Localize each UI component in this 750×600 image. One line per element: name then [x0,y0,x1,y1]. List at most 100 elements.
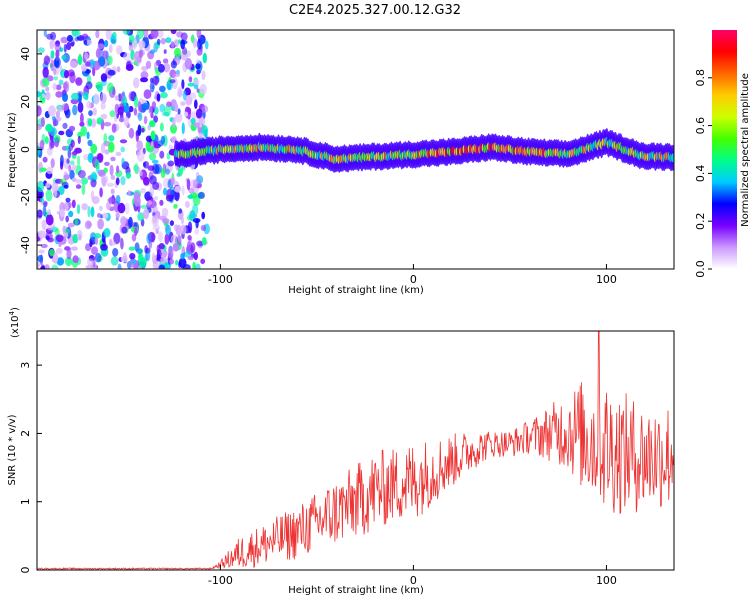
heatmap-noise-cell [122,30,131,36]
heatmap-noise-cell [187,194,194,199]
heatmap-noise-cell [63,174,70,180]
heatmap-noise-cell [151,101,157,109]
heatmap-noise-cell [201,237,207,246]
heatmap-noise-cell [152,181,160,190]
heatmap-noise-cell [87,139,93,147]
heatmap-noise-cell [100,174,109,185]
snr-y-tick-label: 0 [19,567,32,574]
heatmap-noise-cell [50,158,55,169]
heatmap-noise-cell [163,49,167,54]
heatmap-noise-cell [163,62,171,73]
heatmap-noise-cell [136,150,145,162]
heatmap-noise-cell [153,115,159,123]
heatmap-noise-cell [128,246,136,251]
snr-x-label: Height of straight line (km) [288,585,424,596]
heatmap-noise-cell [159,150,165,159]
heatmap-noise-cell [153,77,159,86]
heatmap-noise-cell [49,39,56,48]
heatmap-noise-cell [193,251,198,261]
heatmap-noise-cell [140,77,148,83]
heatmap-noise-cell [199,36,205,45]
heatmap-noise-cell [90,206,95,218]
heatmap-noise-cell [70,160,75,166]
heatmap-noise-cell [86,100,92,109]
heatmap-noise-cell [149,120,156,128]
heatmap-noise-cell [152,224,161,231]
heatmap-noise-cell [71,199,76,209]
heatmap-noise-cell [159,199,164,206]
heatmap-noise-cell [128,105,134,113]
heatmap-noise-cell [96,84,103,93]
heatmap-noise-cell [165,37,172,44]
heatmap-noise-cell [72,104,78,116]
heatmap-noise-cell [54,43,62,52]
heatmap-noise-cell [169,79,176,84]
heatmap-noise-cell [168,144,174,150]
heatmap-noise-cell [39,139,45,150]
heatmap-noise-cell [86,75,92,84]
heatmap-noise-cell [91,246,98,255]
heatmap-noise-cell [159,85,166,93]
snr-x-tick-label: -100 [208,574,233,587]
heatmap-noise-cell [162,58,169,64]
heatmap-noise-cell [160,37,166,45]
heatmap-noise-cell [133,77,140,89]
heatmap-noise-cell [45,86,50,92]
snr-y-tick-label: 2 [19,430,32,437]
heatmap-noise-cell [145,135,153,143]
heatmap-noise-cell [135,248,144,254]
heatmap-noise-cell [60,154,64,166]
heatmap-noise-cell [151,252,156,261]
heatmap-noise-cell [115,151,122,156]
heatmap-noise-cell [63,43,67,53]
heatmap-noise-cell [115,212,120,219]
heatmap-noise-cell [100,113,108,120]
heatmap-noise-cell [157,30,164,39]
heatmap-noise-cell [64,70,69,79]
heatmap-noise-cell [67,222,75,228]
heatmap-noise-cell [172,73,181,78]
heatmap-noise-cell [41,219,47,231]
heatmap-noise-cell [100,73,108,82]
spectrogram-y-tick-label: -20 [19,188,32,206]
colorbar: 0.0 0.2 0.4 0.6 0.8 Normalized spectral ampl… [694,30,750,278]
heatmap-noise-cell [100,102,106,110]
heatmap-noise-cell [106,201,111,210]
heatmap-noise-cell [62,122,68,129]
heatmap-noise-cell [106,182,115,187]
spectrogram-x-tick-label: -100 [208,273,233,286]
heatmap-noise-cell [143,115,148,125]
heatmap-noise-cell [170,41,175,48]
heatmap-noise-cell [68,125,76,132]
heatmap-noise-cell [80,177,89,185]
heatmap-noise-cell [128,44,133,52]
heatmap-noise-cell [143,176,150,186]
heatmap-noise-cell [77,170,86,179]
heatmap-noise-cell [120,176,126,186]
heatmap-noise-cell [141,127,145,133]
heatmap-noise-cell [83,39,88,45]
heatmap-noise-cell [65,197,71,203]
heatmap-noise-cell [47,209,51,216]
snr-y-label: SNR (10 * v/v) [7,414,18,485]
heatmap-noise-cell [200,258,206,264]
snr-series-line [37,331,674,570]
heatmap-noise-cell [184,58,193,70]
heatmap-noise-cell [37,47,45,54]
heatmap-noise-cell [82,91,89,100]
heatmap-noise-cell [160,167,166,179]
heatmap-noise-cell [116,165,120,174]
heatmap-noise-cell [164,233,170,245]
heatmap-noise-cell [50,50,55,59]
heatmap-noise-cell [189,92,197,100]
heatmap-noise-cell [195,63,201,70]
heatmap-noise-cell [157,63,165,73]
heatmap-noise-cell [53,68,57,76]
heatmap-noise-cell [62,225,66,233]
heatmap-noise-cell [158,243,165,250]
heatmap-noise-cell [70,246,78,251]
heatmap-noise-cell [162,111,170,117]
heatmap-noise-cell [128,216,133,228]
heatmap-noise-cell [172,117,176,128]
